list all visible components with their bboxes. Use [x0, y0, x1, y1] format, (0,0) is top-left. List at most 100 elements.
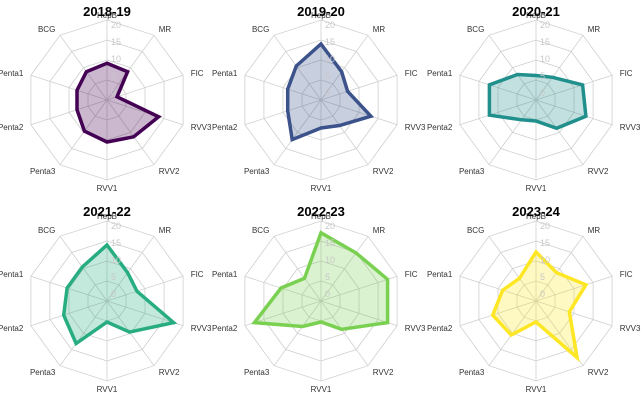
axis-label-FIC: FIC: [405, 69, 418, 78]
tick-label: 10: [540, 255, 550, 265]
axis-label-HepB: HepB: [526, 11, 546, 20]
grid-spoke: [106, 35, 155, 101]
panel-title: 2023-24: [512, 204, 560, 219]
tick-label: 5: [325, 71, 330, 81]
axis-label-RVV2: RVV2: [373, 368, 394, 377]
tick-label: 0: [325, 289, 330, 299]
axis-label-BCG: BCG: [252, 25, 269, 34]
tick-label: 0: [111, 289, 116, 299]
tick-label: 20: [540, 221, 550, 231]
panel-title: 2019-20: [297, 4, 345, 19]
axis-label-Penta3: Penta3: [244, 368, 270, 377]
panel-title: 2018-19: [83, 4, 131, 19]
axis-label-Penta1: Penta1: [427, 69, 453, 78]
grid-spoke: [273, 99, 322, 165]
axis-label-BCG: BCG: [38, 226, 55, 235]
grid-spoke: [535, 236, 584, 302]
axis-label-BCG: BCG: [252, 226, 269, 235]
grid-spoke: [320, 74, 398, 101]
tick-label: 5: [540, 272, 545, 282]
axis-label-RVV2: RVV2: [159, 167, 180, 176]
grid-spoke: [30, 300, 108, 327]
axis-label-Penta1: Penta1: [0, 69, 24, 78]
tick-label: 15: [540, 238, 550, 248]
axis-label-BCG: BCG: [467, 226, 484, 235]
grid-spoke: [320, 99, 369, 165]
axis-label-Penta2: Penta2: [212, 123, 238, 132]
grid-spoke: [320, 35, 369, 101]
grid-spoke: [459, 300, 537, 327]
axis-label-RVV3: RVV3: [405, 123, 426, 132]
tick-label: 15: [325, 37, 335, 47]
axis-label-RVV3: RVV3: [191, 324, 212, 333]
tick-label: 15: [540, 37, 550, 47]
axis-label-MR: MR: [159, 226, 172, 235]
tick-label: 10: [540, 54, 550, 64]
grid-spoke: [244, 74, 322, 101]
grid-spoke: [535, 35, 584, 101]
radar-series-2021-22: [61, 242, 178, 347]
radar-series-2022-23: [251, 230, 390, 332]
panel-title: 2020-21: [512, 4, 560, 19]
axis-label-BCG: BCG: [38, 25, 55, 34]
panel-title: 2021-22: [83, 204, 131, 219]
axis-label-MR: MR: [373, 226, 386, 235]
axis-label-Penta1: Penta1: [0, 270, 24, 279]
panel-title: 2022-23: [297, 204, 345, 219]
radar-series-2020-21: [487, 72, 588, 131]
axis-label-RVV2: RVV2: [373, 167, 394, 176]
axis-label-MR: MR: [588, 25, 601, 34]
grid-spoke: [535, 275, 613, 302]
grid-spoke: [320, 275, 398, 302]
axis-label-Penta2: Penta2: [427, 123, 453, 132]
axis-label-FIC: FIC: [620, 69, 633, 78]
axis-label-FIC: FIC: [620, 270, 633, 279]
axis-label-RVV3: RVV3: [620, 123, 641, 132]
axis-label-RVV3: RVV3: [620, 324, 641, 333]
axis-label-RVV1: RVV1: [311, 385, 332, 394]
grid-spoke: [488, 236, 537, 302]
tick-label: 0: [111, 88, 116, 98]
axis-label-Penta1: Penta1: [427, 270, 453, 279]
grid-spoke: [106, 74, 184, 101]
tick-label: 0: [540, 289, 545, 299]
tick-label: 20: [325, 20, 335, 30]
axis-label-Penta2: Penta2: [0, 123, 24, 132]
tick-label: 10: [325, 54, 335, 64]
grid-spoke: [459, 74, 537, 101]
axis-label-FIC: FIC: [191, 270, 204, 279]
axis-label-HepB: HepB: [97, 11, 117, 20]
grid-spoke: [30, 275, 108, 302]
axis-label-RVV1: RVV1: [97, 184, 118, 193]
axis-label-Penta3: Penta3: [459, 368, 485, 377]
grid-spoke: [59, 300, 108, 366]
grid-spoke: [244, 99, 322, 126]
axis-label-Penta1: Penta1: [212, 69, 238, 78]
radar-series-2019-20: [285, 41, 375, 143]
grid-spoke: [273, 300, 322, 366]
tick-label: 15: [111, 37, 121, 47]
grid-spoke: [535, 99, 613, 126]
axis-label-BCG: BCG: [467, 25, 484, 34]
tick-label: 0: [540, 88, 545, 98]
grid-spoke: [459, 99, 537, 126]
axis-label-HepB: HepB: [97, 212, 117, 221]
tick-label: 20: [325, 221, 335, 231]
grid-spoke: [106, 275, 184, 302]
grid-spoke: [106, 99, 184, 126]
grid-spoke: [106, 236, 155, 302]
axis-label-Penta1: Penta1: [212, 270, 238, 279]
axis-label-FIC: FIC: [191, 69, 204, 78]
tick-label: 5: [111, 71, 116, 81]
axis-label-MR: MR: [373, 25, 386, 34]
grid-spoke: [106, 99, 155, 165]
axis-label-FIC: FIC: [405, 270, 418, 279]
tick-label: 5: [540, 71, 545, 81]
tick-label: 0: [325, 88, 330, 98]
axis-label-RVV2: RVV2: [159, 368, 180, 377]
grid-spoke: [30, 99, 108, 126]
